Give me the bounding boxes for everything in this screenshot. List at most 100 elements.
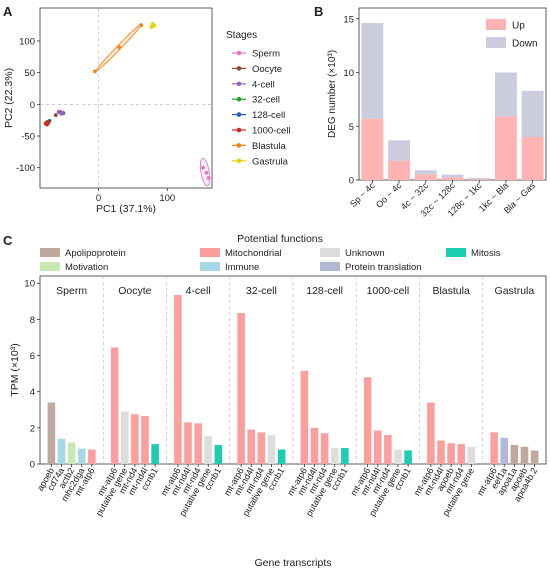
deg-bar-down [414,170,437,175]
pca-y-tick-label: 100 [19,36,35,47]
tpm-legend-label: Immune [225,262,259,273]
tpm-stage-label: 4-cell [186,285,211,297]
tpm-bar [330,447,339,464]
tpm-legend-swatch [320,248,340,257]
tpm-bar [510,445,519,464]
tpm-bar [47,402,56,464]
pca-x-tick-label: 100 [159,193,175,204]
pca-legend-marker [236,143,242,148]
tpm-legend-swatch [40,248,60,257]
pca-legend-label: 1000-cell [252,126,291,137]
pca-legend-marker [236,50,242,56]
tpm-stage-label: Sperm [56,285,87,297]
pca-point [46,120,51,124]
deg-y-ticks: 0 5 10 15 [343,14,359,187]
tpm-bar [320,433,329,464]
tpm-bar [141,416,149,464]
deg-bar-down [468,177,491,179]
tpm-bar [457,444,466,464]
pca-legend-marker [236,81,242,87]
pca-point [152,23,157,28]
tpm-bar [310,427,319,464]
tpm-legend-swatch [200,262,220,271]
tpm-y-tick-label: 6 [30,351,35,362]
pca-point [117,45,122,50]
tpm-stage-labels: Sperm Oocyte 4-cell 32-cell 128-cell 1000-cel… [56,285,534,297]
tpm-stage-label: 1000-cell [367,285,410,297]
tpm-y-tick-label: 8 [30,315,35,326]
pca-y-ticks: -100 -50 0 50 100 [16,36,40,174]
tpm-y-tick-label: 2 [30,423,35,434]
tpm-bar [394,449,402,464]
tpm-bar [530,450,539,464]
pca-y-axis-label: PC2 (22.3%) [3,68,15,128]
deg-bar-up [441,177,464,180]
tpm-legend-swatch [40,262,60,271]
tpm-bar [404,450,412,464]
deg-y-tick-label: 5 [349,122,354,133]
pca-plot-frame [39,7,213,189]
tpm-legend: Apolipoprotein Motivation Mitochondrial Imm… [40,248,501,273]
tpm-bar [277,449,286,464]
tpm-bar [267,435,276,464]
deg-bar-up [521,137,544,180]
tpm-bar [237,313,245,464]
deg-y-tick-label: 0 [349,176,354,187]
tpm-bar [341,448,349,464]
deg-legend: Up Down [486,19,538,50]
tpm-legend-label: Unknown [345,248,385,259]
tpm-y-axis-label: TPM (×10³) [9,343,21,396]
tpm-bar [151,444,159,464]
tpm-bar [447,443,455,464]
pca-legend-label: 32-cell [252,95,280,106]
tpm-legend-label: Apolipoprotein [65,248,126,259]
tpm-bar [467,446,476,464]
deg-bar-up [414,174,437,180]
pca-legend-marker [236,96,242,102]
tpm-bar [363,377,372,464]
pca-point [93,69,97,74]
panel-label-a: A [3,4,13,19]
tpm-stage-label: 128-cell [306,285,343,297]
tpm-y-tick-label: 0 [30,460,35,471]
tpm-bar [174,294,182,464]
pca-scatter-panel: -100 -50 0 50 100 0 100 PC1 (37.1%) PC2 (22.3… [3,7,291,215]
tpm-bar [520,446,529,464]
tpm-legend-title: Potential functions [237,233,323,245]
tpm-stage-label: Gastrula [495,285,535,297]
pca-legend-marker [236,127,242,133]
tpm-bar [204,435,213,464]
pca-x-ticks: 0 100 [96,188,175,204]
tpm-bar [384,435,392,464]
tpm-stage-label: Oocyte [118,285,151,297]
tpm-bar [57,438,66,464]
tpm-bar [490,432,498,464]
pca-point [53,113,58,118]
tpm-bar [88,449,96,464]
tpm-bar [67,442,76,464]
pca-legend-label: Sperm [252,49,280,60]
deg-bar-down [494,72,517,117]
deg-legend-swatch [486,19,506,30]
pca-point [56,110,61,114]
deg-legend-label: Down [512,39,538,50]
tpm-y-ticks: 0 2 4 6 8 10 [24,279,40,471]
tpm-bar [194,423,202,464]
tpm-bar [131,414,139,464]
deg-bar-down [441,174,464,178]
deg-y-tick-label: 15 [343,14,354,25]
tpm-bars [47,294,539,464]
tpm-stage-dividers [102,276,484,464]
pca-legend-marker [236,112,242,117]
tpm-bar [257,432,266,464]
tpm-bar [77,448,86,464]
tpm-bar [300,370,309,464]
pca-point [206,175,211,180]
pca-legend: Stages Sperm Oocyte 4-cell 32-cell 128-cell 1… [226,30,291,167]
deg-legend-label: Up [512,21,525,32]
pca-y-tick-label: 50 [24,68,35,79]
pca-point [60,110,65,115]
deg-bar-up [468,178,491,180]
tpm-bar [373,430,382,464]
